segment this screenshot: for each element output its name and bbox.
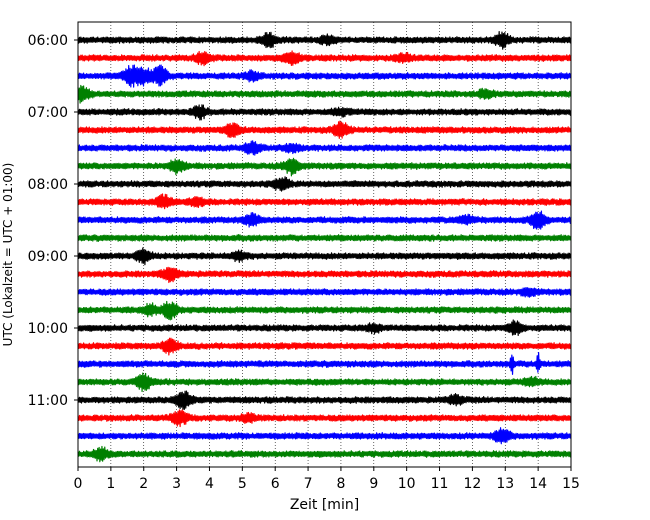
trace-1130	[77, 427, 572, 445]
trace-0615	[77, 50, 572, 67]
trace-1100	[77, 390, 572, 410]
x-tick-label: 5	[238, 476, 247, 492]
trace-0930	[77, 287, 572, 298]
x-tick-label: 1	[106, 476, 115, 492]
trace-0630	[77, 64, 572, 88]
plot-frame	[77, 21, 572, 468]
x-tick-label: 3	[172, 476, 181, 492]
trace-0945	[77, 300, 572, 321]
trace-0800	[77, 176, 572, 192]
trace-1015	[77, 337, 572, 356]
trace-1145	[77, 445, 572, 463]
trace-0700	[77, 104, 572, 121]
trace-1000	[77, 319, 572, 337]
x-tick-label: 7	[304, 476, 313, 492]
y-tick-label: 07:00	[28, 105, 68, 121]
trace-0815	[77, 193, 572, 210]
y-tick-label: 06:00	[28, 33, 68, 49]
y-tick-label: 11:00	[28, 393, 68, 409]
y-tick-label: 08:00	[28, 177, 68, 193]
x-tick-label: 11	[431, 476, 449, 492]
trace-0730	[77, 140, 572, 156]
x-tick-label: 15	[562, 476, 580, 492]
x-tick-label: 6	[271, 476, 280, 492]
trace-0830	[77, 210, 572, 230]
x-tick-label: 4	[205, 476, 214, 492]
trace-1030	[77, 351, 572, 375]
y-tick-label: 09:00	[28, 249, 68, 265]
trace-0845	[77, 234, 572, 242]
trace-1045	[77, 372, 572, 393]
x-tick-label: 9	[369, 476, 378, 492]
trace-0915	[77, 266, 572, 284]
trace-0715	[77, 120, 572, 139]
x-tick-label: 14	[529, 476, 547, 492]
x-tick-label: 0	[74, 476, 83, 492]
trace-1115	[77, 409, 572, 428]
y-axis-title: UTC (Lokalzeit = UTC + 01:00)	[1, 163, 15, 347]
trace-0645	[77, 84, 572, 104]
trace-series	[77, 31, 572, 463]
axis-ticks: 0 1 2 3 4 5 6 7 8 9 10 11 12 13 14 1506:0007:0008:0009:…	[28, 33, 580, 492]
trace-0900	[77, 247, 572, 266]
x-tick-label: 10	[398, 476, 416, 492]
x-axis-title: Zeit [min]	[290, 497, 359, 513]
trace-0745	[77, 157, 572, 177]
x-tick-label: 2	[139, 476, 148, 492]
y-tick-label: 10:00	[28, 321, 68, 337]
x-tick-label: 12	[463, 476, 481, 492]
x-tick-label: 13	[496, 476, 514, 492]
trace-0600	[77, 31, 572, 50]
x-tick-label: 8	[336, 476, 345, 492]
